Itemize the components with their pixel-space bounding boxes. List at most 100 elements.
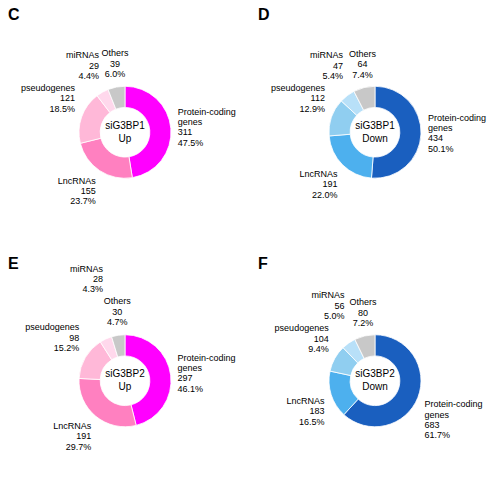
slice-name: LncRNAs — [286, 396, 325, 406]
slice — [112, 335, 125, 357]
slice-count: 64 — [358, 59, 368, 69]
slice-percent: 4.4% — [78, 71, 99, 81]
slice-count: 39 — [110, 59, 120, 69]
donut: siG3BP1Up Protein-codinggenes31147.5% LncR… — [21, 48, 236, 206]
slice-name-line: LncRNAs — [286, 396, 325, 406]
slice-name: miRNAs — [310, 50, 343, 60]
panel-title: D — [258, 6, 270, 23]
slice-percent: 15.2% — [54, 343, 80, 353]
slice-count: 30 — [112, 307, 122, 317]
center-text-line: siG3BP2 — [105, 368, 145, 379]
slice-name: Others — [102, 48, 130, 58]
panel: CsiG3BP1UpProtein-codinggenes31147.5%Lnc… — [8, 6, 236, 206]
slice-label: LncRNAs18316.5% — [286, 396, 325, 427]
slice-name-line: LncRNAs — [53, 421, 92, 431]
slice-name: Others — [104, 296, 132, 306]
slice-name-line: Protein-coding — [424, 399, 482, 409]
slice-name-line: LncRNAs — [58, 176, 97, 186]
slice-name-line: genes — [178, 117, 203, 127]
slice-label: Protein-codinggenes29746.1% — [178, 353, 236, 394]
donut: siG3BP2Up Protein-codinggenes29746.1% LncR… — [25, 264, 236, 452]
slice-name: pseudogenes — [275, 323, 330, 333]
slice-name-line: pseudogenes — [271, 83, 326, 93]
slice-label: LncRNAs15523.7% — [58, 176, 97, 207]
slice-label: Others396.0% — [102, 48, 130, 79]
slice-name-line: pseudogenes — [21, 83, 76, 93]
slice-label: miRNAs565.0% — [312, 290, 345, 321]
center-text: siG3BP2Up — [105, 368, 145, 392]
center-text: siG3BP1Up — [105, 120, 145, 144]
panel: EsiG3BP2Up Protein-codinggenes29746.1% Lnc… — [8, 255, 236, 452]
center-text: siG3BP1Down — [355, 120, 395, 144]
slice-name-line: Others — [349, 49, 377, 59]
slice-label: LncRNAs19129.7% — [53, 421, 92, 452]
slices — [79, 86, 171, 178]
slice-label: miRNAs294.4% — [66, 50, 99, 81]
slice-name: miRNAs — [312, 290, 345, 300]
slice-label: pseudogenes11212.9% — [271, 83, 326, 114]
slice-label: pseudogenes12118.5% — [21, 83, 76, 114]
slice-label: Protein-codinggenes68361.7% — [424, 399, 482, 440]
slice-name-line: Others — [102, 48, 130, 58]
slice-name-line: miRNAs — [312, 290, 345, 300]
slice — [344, 335, 421, 427]
slice-percent: 9.4% — [308, 344, 329, 354]
slice-count: 434 — [428, 133, 443, 143]
slice-name-line: Protein-coding — [178, 107, 236, 117]
donut: siG3BP2Down Protein-codinggenes68361.7% Ln… — [275, 290, 483, 440]
slice-label: LncRNAs19122.0% — [300, 169, 339, 200]
slice-count: 683 — [424, 420, 439, 430]
slice-name: LncRNAs — [58, 176, 97, 186]
slice-percent: 47.5% — [178, 138, 204, 148]
slice — [108, 86, 125, 109]
slice-name-line: pseudogenes — [25, 322, 80, 332]
panel-title: E — [8, 255, 19, 272]
slice-count: 28 — [93, 274, 103, 284]
panel: FsiG3BP2Down Protein-codinggenes68361.7% L… — [258, 255, 482, 441]
slice-percent: 5.0% — [324, 311, 345, 321]
slice-percent: 4.7% — [107, 317, 128, 327]
slice-label: miRNAs475.4% — [310, 50, 343, 81]
slice-name-line: miRNAs — [70, 264, 103, 274]
slice — [329, 371, 358, 415]
slice-count: 56 — [335, 301, 345, 311]
slice-label: Protein-codinggenes31147.5% — [178, 107, 236, 148]
center-text: siG3BP2Down — [355, 368, 395, 392]
center-text-line: siG3BP1 — [355, 120, 395, 131]
slice-percent: 50.1% — [428, 144, 454, 154]
slice-count: 297 — [178, 373, 193, 383]
slice-percent: 16.5% — [299, 417, 325, 427]
slice-name: Others — [349, 49, 377, 59]
slice-percent: 12.9% — [299, 104, 325, 114]
slice-count: 112 — [311, 93, 325, 103]
slice-label: Protein-codinggenes43450.1% — [428, 113, 486, 154]
slice — [79, 378, 136, 426]
slice-name: Protein-codinggenes — [424, 399, 482, 419]
slice-percent: 61.7% — [424, 430, 450, 440]
slice-percent: 7.2% — [353, 318, 374, 328]
slices — [329, 335, 421, 427]
slice-count: 183 — [309, 406, 324, 416]
slice-percent: 29.7% — [66, 442, 92, 452]
slice — [354, 86, 375, 110]
slice-name: pseudogenes — [21, 83, 76, 93]
slice-name-line: genes — [424, 410, 449, 420]
panel-title: F — [258, 255, 268, 272]
slice-count: 311 — [178, 127, 192, 137]
slice-name: LncRNAs — [300, 169, 339, 179]
slice-label: pseudogenes9815.2% — [25, 322, 80, 353]
slice-name-line: pseudogenes — [275, 323, 330, 333]
slice-name-line: LncRNAs — [300, 169, 339, 179]
center-text-line: siG3BP2 — [355, 368, 395, 379]
slice-percent: 5.4% — [322, 71, 343, 81]
slice-count: 80 — [358, 308, 368, 318]
figure: CsiG3BP1UpProtein-codinggenes31147.5%Lnc… — [0, 0, 500, 497]
slice-percent: 22.0% — [312, 190, 338, 200]
slice-count: 29 — [89, 61, 99, 71]
slices — [329, 86, 421, 178]
slice-name: pseudogenes — [271, 83, 326, 93]
slice-name-line: miRNAs — [66, 50, 99, 60]
slice-percent: 7.4% — [352, 70, 373, 80]
slice-name-line: Others — [104, 296, 132, 306]
slice — [355, 335, 375, 359]
